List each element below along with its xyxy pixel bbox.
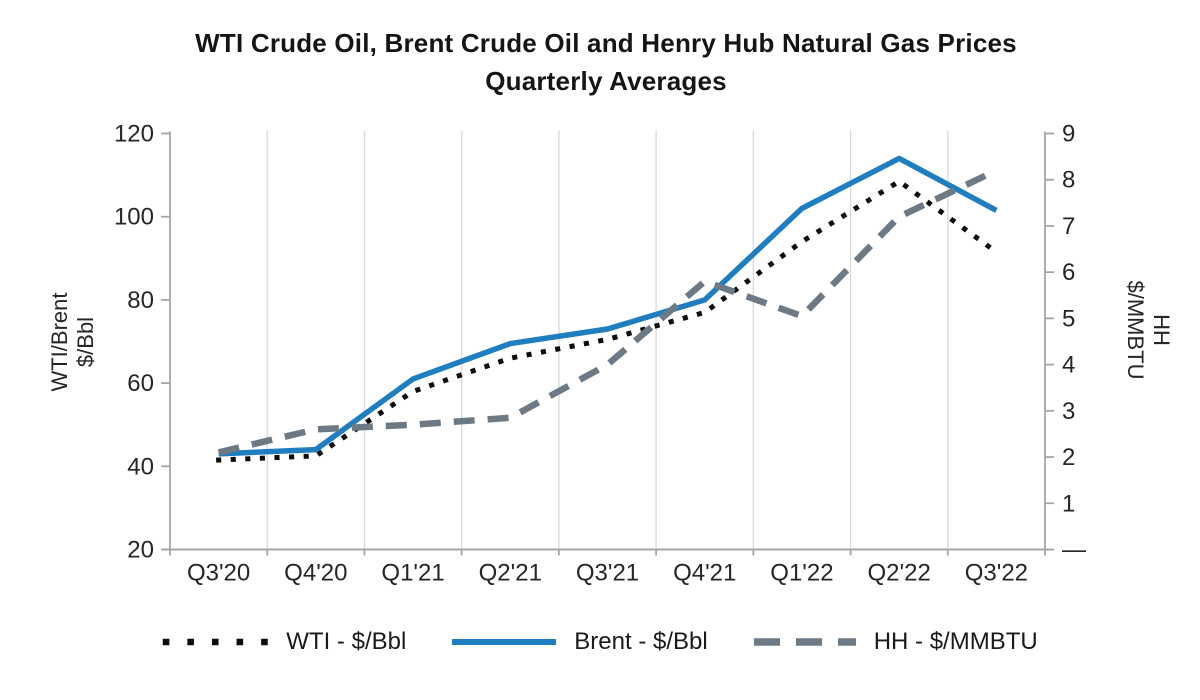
x-tick-label: Q3'21 xyxy=(576,560,639,587)
y-right-tick-label: 1 xyxy=(1062,490,1075,517)
legend-label-hh: HH - $/MMBTU xyxy=(873,628,1038,655)
y-right-tick-label: 5 xyxy=(1062,305,1075,332)
wti-dotted-line-swatch xyxy=(163,638,272,646)
x-tick-label: Q1'21 xyxy=(381,560,444,587)
y-right-tick-label: 3 xyxy=(1062,398,1075,425)
x-tick-label: Q2'21 xyxy=(479,560,542,587)
y-right-tick-label: 9 xyxy=(1062,121,1075,148)
series-line-brent xyxy=(218,155,998,457)
chart-title: WTI Crude Oil, Brent Crude Oil and Henry… xyxy=(195,28,1017,58)
legend-item-hh: HH - $/MMBTU xyxy=(750,628,1038,656)
series-line-hh xyxy=(217,167,998,456)
chart-title-block: WTI Crude Oil, Brent Crude Oil and Henry… xyxy=(6,24,1200,100)
series-line-wti xyxy=(216,178,1000,463)
left-axis-title-line2: $/Bbl xyxy=(73,316,98,368)
x-tick-label: Q2'22 xyxy=(868,560,931,587)
legend-item-wti: WTI - $/Bbl xyxy=(162,628,406,656)
y-right-tick-label: 6 xyxy=(1062,259,1075,286)
y-right-tick-label: 8 xyxy=(1062,167,1075,194)
left-axis-title-line1: WTI/Brent xyxy=(47,292,72,392)
left-axis-title: WTI/Brent $/Bbl xyxy=(45,232,101,452)
y-left-tick-label: 60 xyxy=(127,370,154,397)
y-right-tick-label: 2 xyxy=(1062,444,1075,471)
legend-label-wti: WTI - $/Bbl xyxy=(286,628,407,655)
x-tick-label: Q3'22 xyxy=(965,560,1028,587)
x-tick-label: Q4'20 xyxy=(284,560,347,587)
brent-solid-line-swatch xyxy=(452,639,557,645)
x-tick-label: Q3'20 xyxy=(187,560,250,587)
y-left-tick-label: 40 xyxy=(127,453,154,480)
right-axis-title-line1: HH xyxy=(1149,314,1174,346)
y-left-tick-label: 20 xyxy=(127,537,154,564)
right-axis-title: HH $/MMBTU xyxy=(1120,220,1176,440)
hh-dashed-line-swatch xyxy=(753,638,856,646)
y-left-tick-label: 120 xyxy=(114,121,154,148)
right-axis-title-line2: $/MMBTU xyxy=(1123,280,1148,380)
legend-label-brent: Brent - $/Bbl xyxy=(574,628,708,655)
legend-item-brent: Brent - $/Bbl xyxy=(448,628,708,656)
legend: WTI - $/Bbl Brent - $/Bbl HH - $/MMBTU xyxy=(0,628,1200,656)
x-tick-label: Q4'21 xyxy=(673,560,736,587)
y-left-tick-label: 100 xyxy=(114,204,154,231)
y-right-tick-label: 4 xyxy=(1062,352,1075,379)
y-right-tick-label: — xyxy=(1062,537,1086,564)
y-right-tick-label: 7 xyxy=(1062,213,1075,240)
chart-subtitle: Quarterly Averages xyxy=(485,66,727,96)
x-tick-label: Q1'22 xyxy=(770,560,833,587)
y-left-tick-label: 80 xyxy=(127,287,154,314)
